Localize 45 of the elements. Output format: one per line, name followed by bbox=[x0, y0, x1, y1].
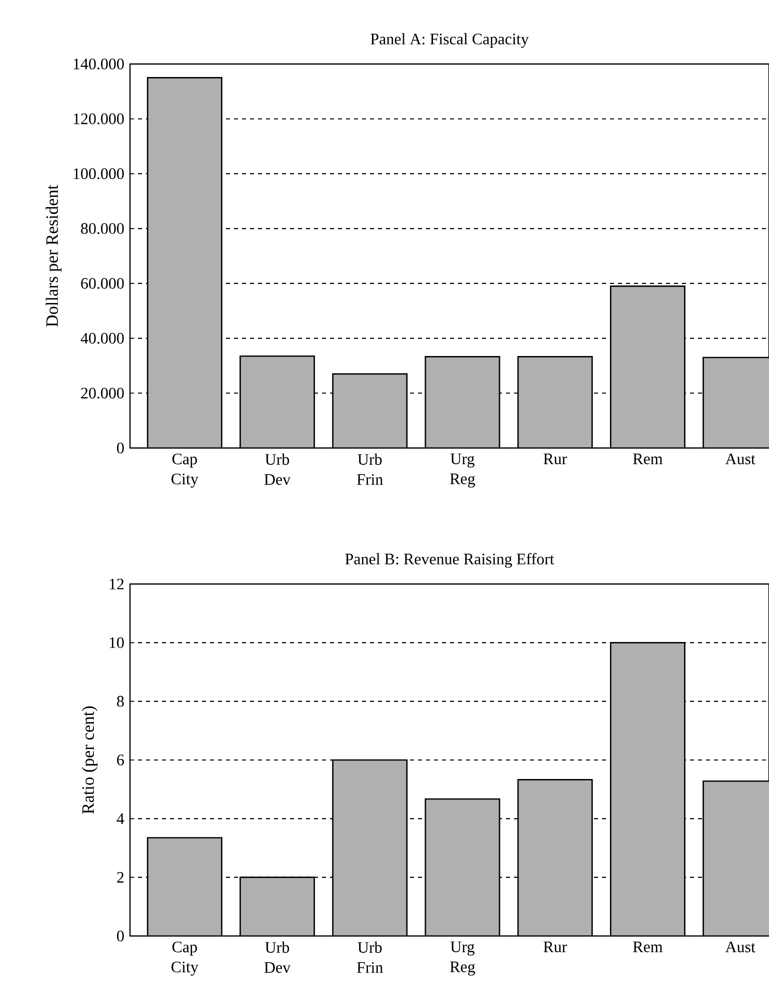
y-tick-label: 10 bbox=[110, 637, 124, 648]
x-tick-label: Urb Dev bbox=[264, 942, 291, 973]
y-tick-label: 8 bbox=[117, 696, 124, 707]
bar bbox=[518, 356, 592, 448]
y-tick-label: 40.000 bbox=[80, 332, 124, 344]
bar bbox=[332, 374, 407, 448]
x-tick-label: Urg Reg bbox=[450, 942, 476, 976]
x-tick-label: Rur bbox=[544, 454, 567, 464]
y-tick-label: 140.000 bbox=[74, 58, 124, 70]
x-tick-label: Aust bbox=[725, 942, 756, 952]
y-tick-label: 60.000 bbox=[81, 278, 124, 289]
x-tick-label: Urb Frin bbox=[356, 454, 383, 485]
bar bbox=[240, 877, 314, 936]
y-tick-label: 80.000 bbox=[81, 223, 124, 234]
y-tick-label: 120.000 bbox=[74, 113, 124, 124]
x-tick-label: Urb Frin bbox=[356, 942, 383, 973]
bar bbox=[148, 78, 222, 448]
x-tick-label: Rem bbox=[633, 454, 663, 464]
y-tick-label: 4 bbox=[116, 813, 124, 824]
chart-title: Panel B: Revenue Raising Effort bbox=[345, 553, 554, 568]
x-tick-label: Rem bbox=[633, 942, 663, 952]
x-tick-label: Aust bbox=[725, 454, 756, 464]
bar bbox=[425, 356, 500, 448]
bar bbox=[332, 760, 407, 936]
y-axis-title: Ratio (per cent) bbox=[82, 706, 98, 814]
y-tick-label: 12 bbox=[110, 578, 124, 590]
y-tick-label: 0 bbox=[117, 930, 124, 942]
bar bbox=[240, 356, 314, 448]
x-tick-label: Rur bbox=[544, 942, 567, 952]
y-tick-label: 20.000 bbox=[81, 388, 124, 399]
bar bbox=[610, 642, 685, 936]
chart-title: Panel A: Fiscal Capacity bbox=[370, 33, 529, 48]
bar bbox=[425, 799, 500, 936]
y-tick-label: 0 bbox=[117, 442, 124, 454]
y-tick-label: 6 bbox=[117, 754, 124, 766]
y-axis-title: Dollars per Resident bbox=[46, 184, 62, 327]
y-tick-label: 100.000 bbox=[74, 168, 124, 180]
x-tick-label: Cap City bbox=[172, 454, 198, 488]
x-tick-label: Urg Reg bbox=[450, 454, 476, 488]
y-tick-label: 2 bbox=[117, 872, 124, 883]
x-tick-label: Cap City bbox=[172, 942, 198, 976]
x-tick-label: Urb Dev bbox=[264, 454, 291, 485]
bar bbox=[610, 286, 685, 448]
bar bbox=[518, 780, 592, 936]
bar bbox=[148, 838, 222, 936]
